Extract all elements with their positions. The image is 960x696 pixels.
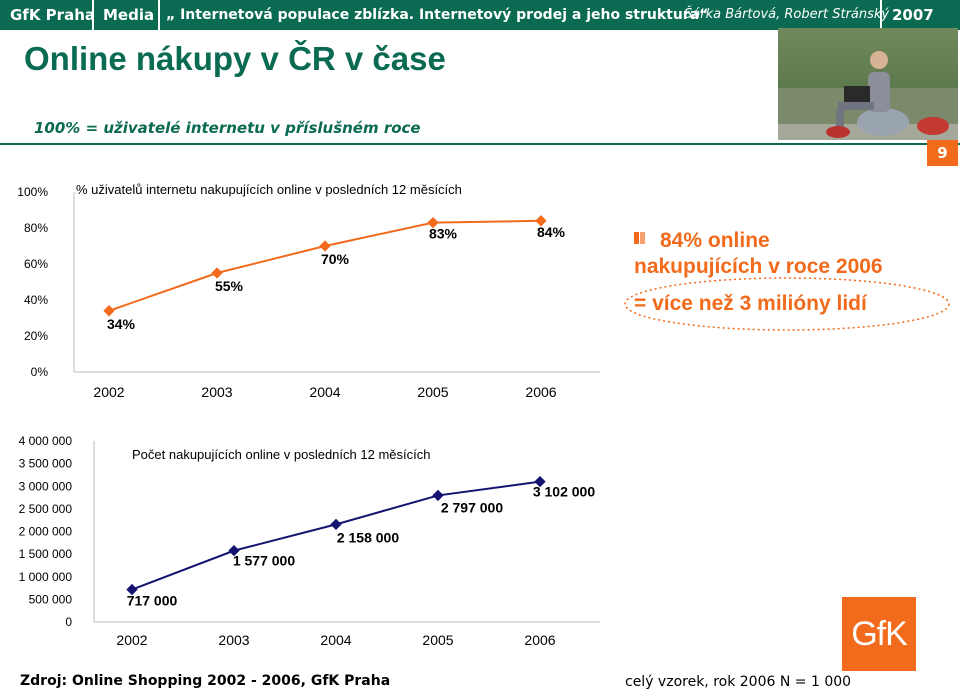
y-tick-label: 60% <box>24 257 48 271</box>
chart1-y-axis: 0% 20% 40% 60% 80% 100% <box>17 185 75 379</box>
y-tick-label: 0 <box>65 615 72 629</box>
chart1-title: % uživatelů internetu nakupujících onlin… <box>76 182 462 197</box>
chart2-title: Počet nakupujících online v posledních 1… <box>132 447 430 462</box>
y-tick-label: 1 000 000 <box>19 570 73 584</box>
y-tick-label: 4 000 000 <box>19 434 73 448</box>
data-label: 34% <box>107 316 136 332</box>
data-point <box>126 583 138 596</box>
chart2-y-axis: 0 500 000 1 000 000 1 500 000 2 000 000 2 500… <box>19 434 95 629</box>
chart-shopper-counts: 0 500 000 1 000 000 1 500 000 2 000 000 2 500… <box>19 434 600 648</box>
data-point <box>103 305 115 317</box>
data-label: 55% <box>215 278 244 294</box>
gfk-logo-text: GfK <box>851 615 908 653</box>
topic-label: „ Internetová populace zblízka. Internet… <box>166 7 709 23</box>
brand-label: GfK Praha <box>10 6 95 24</box>
callout-line-3: = více než 3 milióny lidí <box>634 292 867 315</box>
y-tick-label: 80% <box>24 221 48 235</box>
y-tick-label: 40% <box>24 293 48 307</box>
callout-line-2: nakupujících v roce 2006 <box>634 255 883 278</box>
data-point <box>330 518 342 531</box>
page-subtitle: 100% = uživatelé internetu v příslušném … <box>34 119 421 137</box>
data-label: 84% <box>537 224 566 240</box>
x-tick-label: 2006 <box>525 384 556 400</box>
source-note: Zdroj: Online Shopping 2002 - 2006, GfK … <box>20 673 391 689</box>
page-number-badge: 9 <box>927 140 958 166</box>
y-tick-label: 0% <box>31 365 49 379</box>
y-tick-label: 3 500 000 <box>19 457 73 471</box>
y-tick-label: 500 000 <box>29 592 73 606</box>
person-with-laptop-image <box>778 28 958 140</box>
y-tick-label: 2 500 000 <box>19 502 73 516</box>
data-label: 70% <box>321 251 350 267</box>
data-label: 2 797 000 <box>441 499 503 515</box>
top-bar: GfK Praha Media „ Internetová populace z… <box>0 0 960 30</box>
data-label: 3 102 000 <box>533 484 595 500</box>
data-label: 2 158 000 <box>337 529 399 545</box>
x-tick-label: 2005 <box>417 384 448 400</box>
gfk-logo: GfK <box>842 597 916 671</box>
top-bar-divider <box>158 0 160 30</box>
top-bar-divider <box>880 0 882 30</box>
highlight-callout: 84% online nakupujících v roce 2006 = ví… <box>622 222 952 344</box>
chart2-x-axis: 2002 2003 2004 2005 2006 <box>94 621 600 648</box>
data-label: 1 577 000 <box>233 553 295 569</box>
data-label: 717 000 <box>127 593 178 609</box>
header-rule <box>0 143 960 145</box>
sample-note: celý vzorek, rok 2006 N = 1 000 <box>625 674 852 690</box>
x-tick-label: 2004 <box>320 632 351 648</box>
callout-dotted-frame <box>624 232 950 331</box>
y-tick-label: 3 000 000 <box>19 479 73 493</box>
data-point <box>211 267 223 279</box>
top-bar-divider <box>92 0 94 30</box>
y-tick-label: 100% <box>17 185 48 199</box>
chart1-x-axis: 2002 2003 2004 2005 2006 <box>74 371 600 400</box>
x-tick-label: 2003 <box>218 632 249 648</box>
y-tick-label: 20% <box>24 329 48 343</box>
authors-label: Šárka Bártová, Robert Stránský <box>684 7 890 22</box>
x-tick-label: 2006 <box>524 632 555 648</box>
x-tick-label: 2002 <box>93 384 124 400</box>
data-point <box>319 240 331 252</box>
x-tick-label: 2003 <box>201 384 232 400</box>
chart-percent-shoppers: 0%20%40%60%80%100% 2002 2003 2004 2005 2006 … <box>17 182 600 400</box>
chart1-points <box>103 215 547 317</box>
header-photo <box>778 28 958 140</box>
y-tick-label: 2 000 000 <box>19 525 73 539</box>
y-tick-label: 1 500 000 <box>19 547 73 561</box>
chart1-value-labels: 34% 55% 70% 83% 84% <box>107 224 566 332</box>
callout-line-1: 84% online <box>660 229 770 252</box>
section-label: Media <box>103 6 155 24</box>
x-tick-label: 2005 <box>422 632 453 648</box>
x-tick-label: 2004 <box>309 384 340 400</box>
year-label: 2007 <box>892 6 934 24</box>
chart2-value-labels: 717 000 1 577 000 2 158 000 2 797 000 3 102 … <box>127 484 596 609</box>
data-label: 83% <box>429 226 458 242</box>
data-point <box>427 216 439 229</box>
page-title: Online nákupy v ČR v čase <box>24 40 446 77</box>
x-tick-label: 2002 <box>116 632 147 648</box>
